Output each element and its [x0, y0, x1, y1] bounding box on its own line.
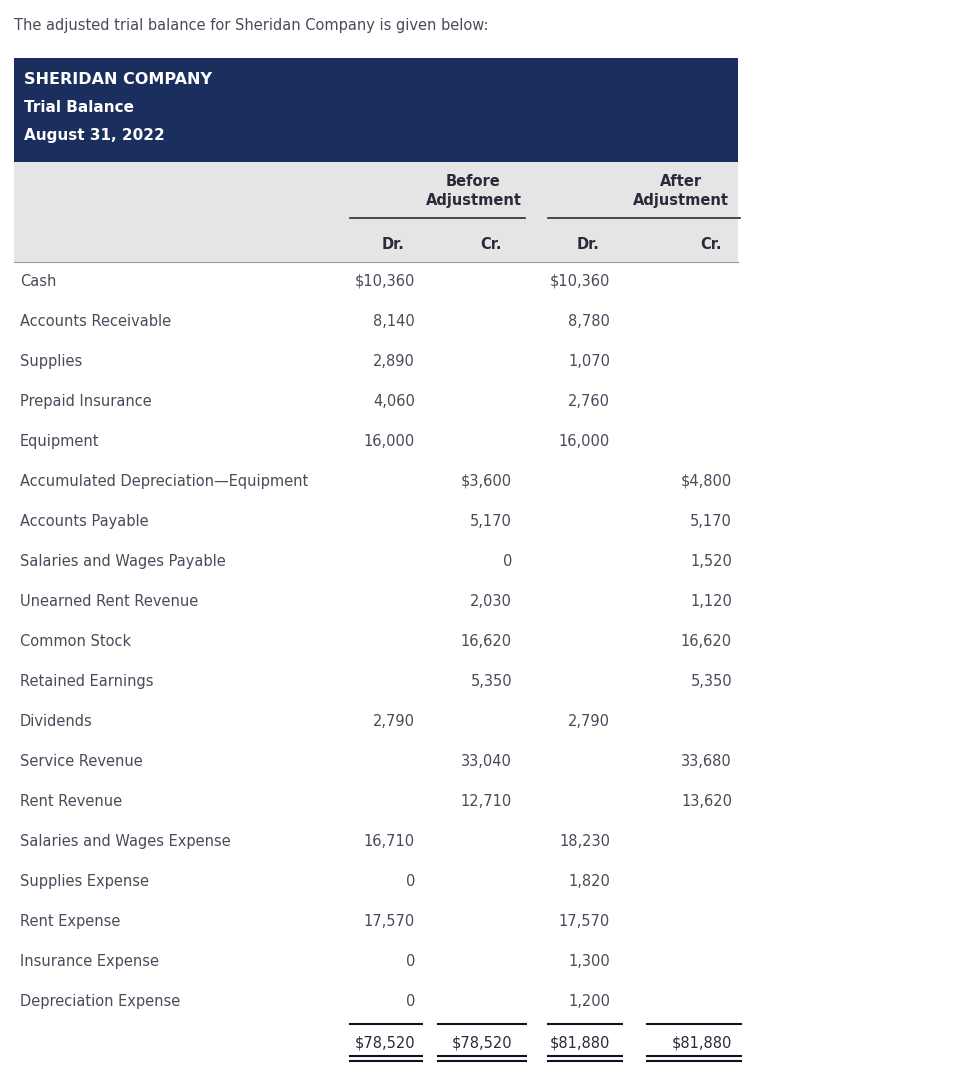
Text: 2,760: 2,760: [567, 393, 609, 409]
Text: 16,620: 16,620: [460, 634, 512, 649]
Text: Insurance Expense: Insurance Expense: [20, 954, 159, 969]
Text: 0: 0: [405, 994, 415, 1009]
Text: SHERIDAN COMPANY: SHERIDAN COMPANY: [24, 72, 212, 87]
Text: 2,030: 2,030: [470, 594, 512, 609]
Text: 17,570: 17,570: [363, 915, 415, 929]
Text: 1,120: 1,120: [689, 594, 731, 609]
Text: 1,200: 1,200: [567, 994, 609, 1009]
Text: 33,680: 33,680: [680, 754, 731, 770]
Text: Cash: Cash: [20, 274, 56, 289]
Text: Accumulated Depreciation—Equipment: Accumulated Depreciation—Equipment: [20, 474, 308, 489]
Text: $3,600: $3,600: [460, 474, 512, 489]
Text: 5,350: 5,350: [470, 674, 512, 689]
Text: Equipment: Equipment: [20, 434, 99, 449]
Text: Salaries and Wages Payable: Salaries and Wages Payable: [20, 554, 226, 569]
Text: Prepaid Insurance: Prepaid Insurance: [20, 393, 152, 409]
Text: Cr.: Cr.: [480, 237, 501, 252]
Text: 2,890: 2,890: [373, 354, 415, 370]
Text: 1,820: 1,820: [568, 874, 609, 889]
Text: Trial Balance: Trial Balance: [24, 100, 133, 116]
Text: $81,880: $81,880: [671, 1036, 731, 1051]
Text: Dividends: Dividends: [20, 714, 92, 729]
Text: Rent Expense: Rent Expense: [20, 915, 120, 929]
Text: 16,000: 16,000: [363, 434, 415, 449]
Text: $78,520: $78,520: [354, 1036, 415, 1051]
Text: 18,230: 18,230: [558, 834, 609, 849]
Text: 12,710: 12,710: [460, 794, 512, 809]
Text: Common Stock: Common Stock: [20, 634, 131, 649]
Text: 0: 0: [405, 874, 415, 889]
Text: Before
Adjustment: Before Adjustment: [425, 174, 521, 208]
Text: $4,800: $4,800: [680, 474, 731, 489]
Text: 0: 0: [405, 954, 415, 969]
Text: Service Revenue: Service Revenue: [20, 754, 143, 770]
Text: 4,060: 4,060: [373, 393, 415, 409]
Text: Rent Revenue: Rent Revenue: [20, 794, 122, 809]
Text: $81,880: $81,880: [549, 1036, 609, 1051]
Bar: [14, 58, 738, 162]
Text: 5,170: 5,170: [689, 514, 731, 529]
Text: Cr.: Cr.: [700, 237, 721, 252]
Text: After
Adjustment: After Adjustment: [633, 174, 728, 208]
Text: Supplies Expense: Supplies Expense: [20, 874, 149, 889]
Text: 5,170: 5,170: [470, 514, 512, 529]
Text: Accounts Receivable: Accounts Receivable: [20, 314, 171, 329]
Text: 16,000: 16,000: [558, 434, 609, 449]
Text: $10,360: $10,360: [355, 274, 415, 289]
Text: Salaries and Wages Expense: Salaries and Wages Expense: [20, 834, 231, 849]
Text: Dr.: Dr.: [577, 237, 599, 252]
Text: $78,520: $78,520: [451, 1036, 512, 1051]
Text: Retained Earnings: Retained Earnings: [20, 674, 153, 689]
Text: 2,790: 2,790: [373, 714, 415, 729]
Text: 33,040: 33,040: [460, 754, 512, 770]
Text: 17,570: 17,570: [558, 915, 609, 929]
Text: 5,350: 5,350: [690, 674, 731, 689]
Text: Accounts Payable: Accounts Payable: [20, 514, 149, 529]
Text: 2,790: 2,790: [567, 714, 609, 729]
Text: 1,520: 1,520: [689, 554, 731, 569]
Bar: [14, 162, 738, 262]
Text: 1,070: 1,070: [567, 354, 609, 370]
Text: Depreciation Expense: Depreciation Expense: [20, 994, 180, 1009]
Text: 8,780: 8,780: [568, 314, 609, 329]
Text: Unearned Rent Revenue: Unearned Rent Revenue: [20, 594, 198, 609]
Text: 0: 0: [502, 554, 512, 569]
Text: The adjusted trial balance for Sheridan Company is given below:: The adjusted trial balance for Sheridan …: [14, 19, 488, 33]
Text: 16,620: 16,620: [680, 634, 731, 649]
Text: 16,710: 16,710: [363, 834, 415, 849]
Text: 8,140: 8,140: [373, 314, 415, 329]
Text: Supplies: Supplies: [20, 354, 82, 370]
Text: 13,620: 13,620: [680, 794, 731, 809]
Text: $10,360: $10,360: [549, 274, 609, 289]
Text: Dr.: Dr.: [382, 237, 405, 252]
Text: August 31, 2022: August 31, 2022: [24, 128, 165, 143]
Text: 1,300: 1,300: [568, 954, 609, 969]
